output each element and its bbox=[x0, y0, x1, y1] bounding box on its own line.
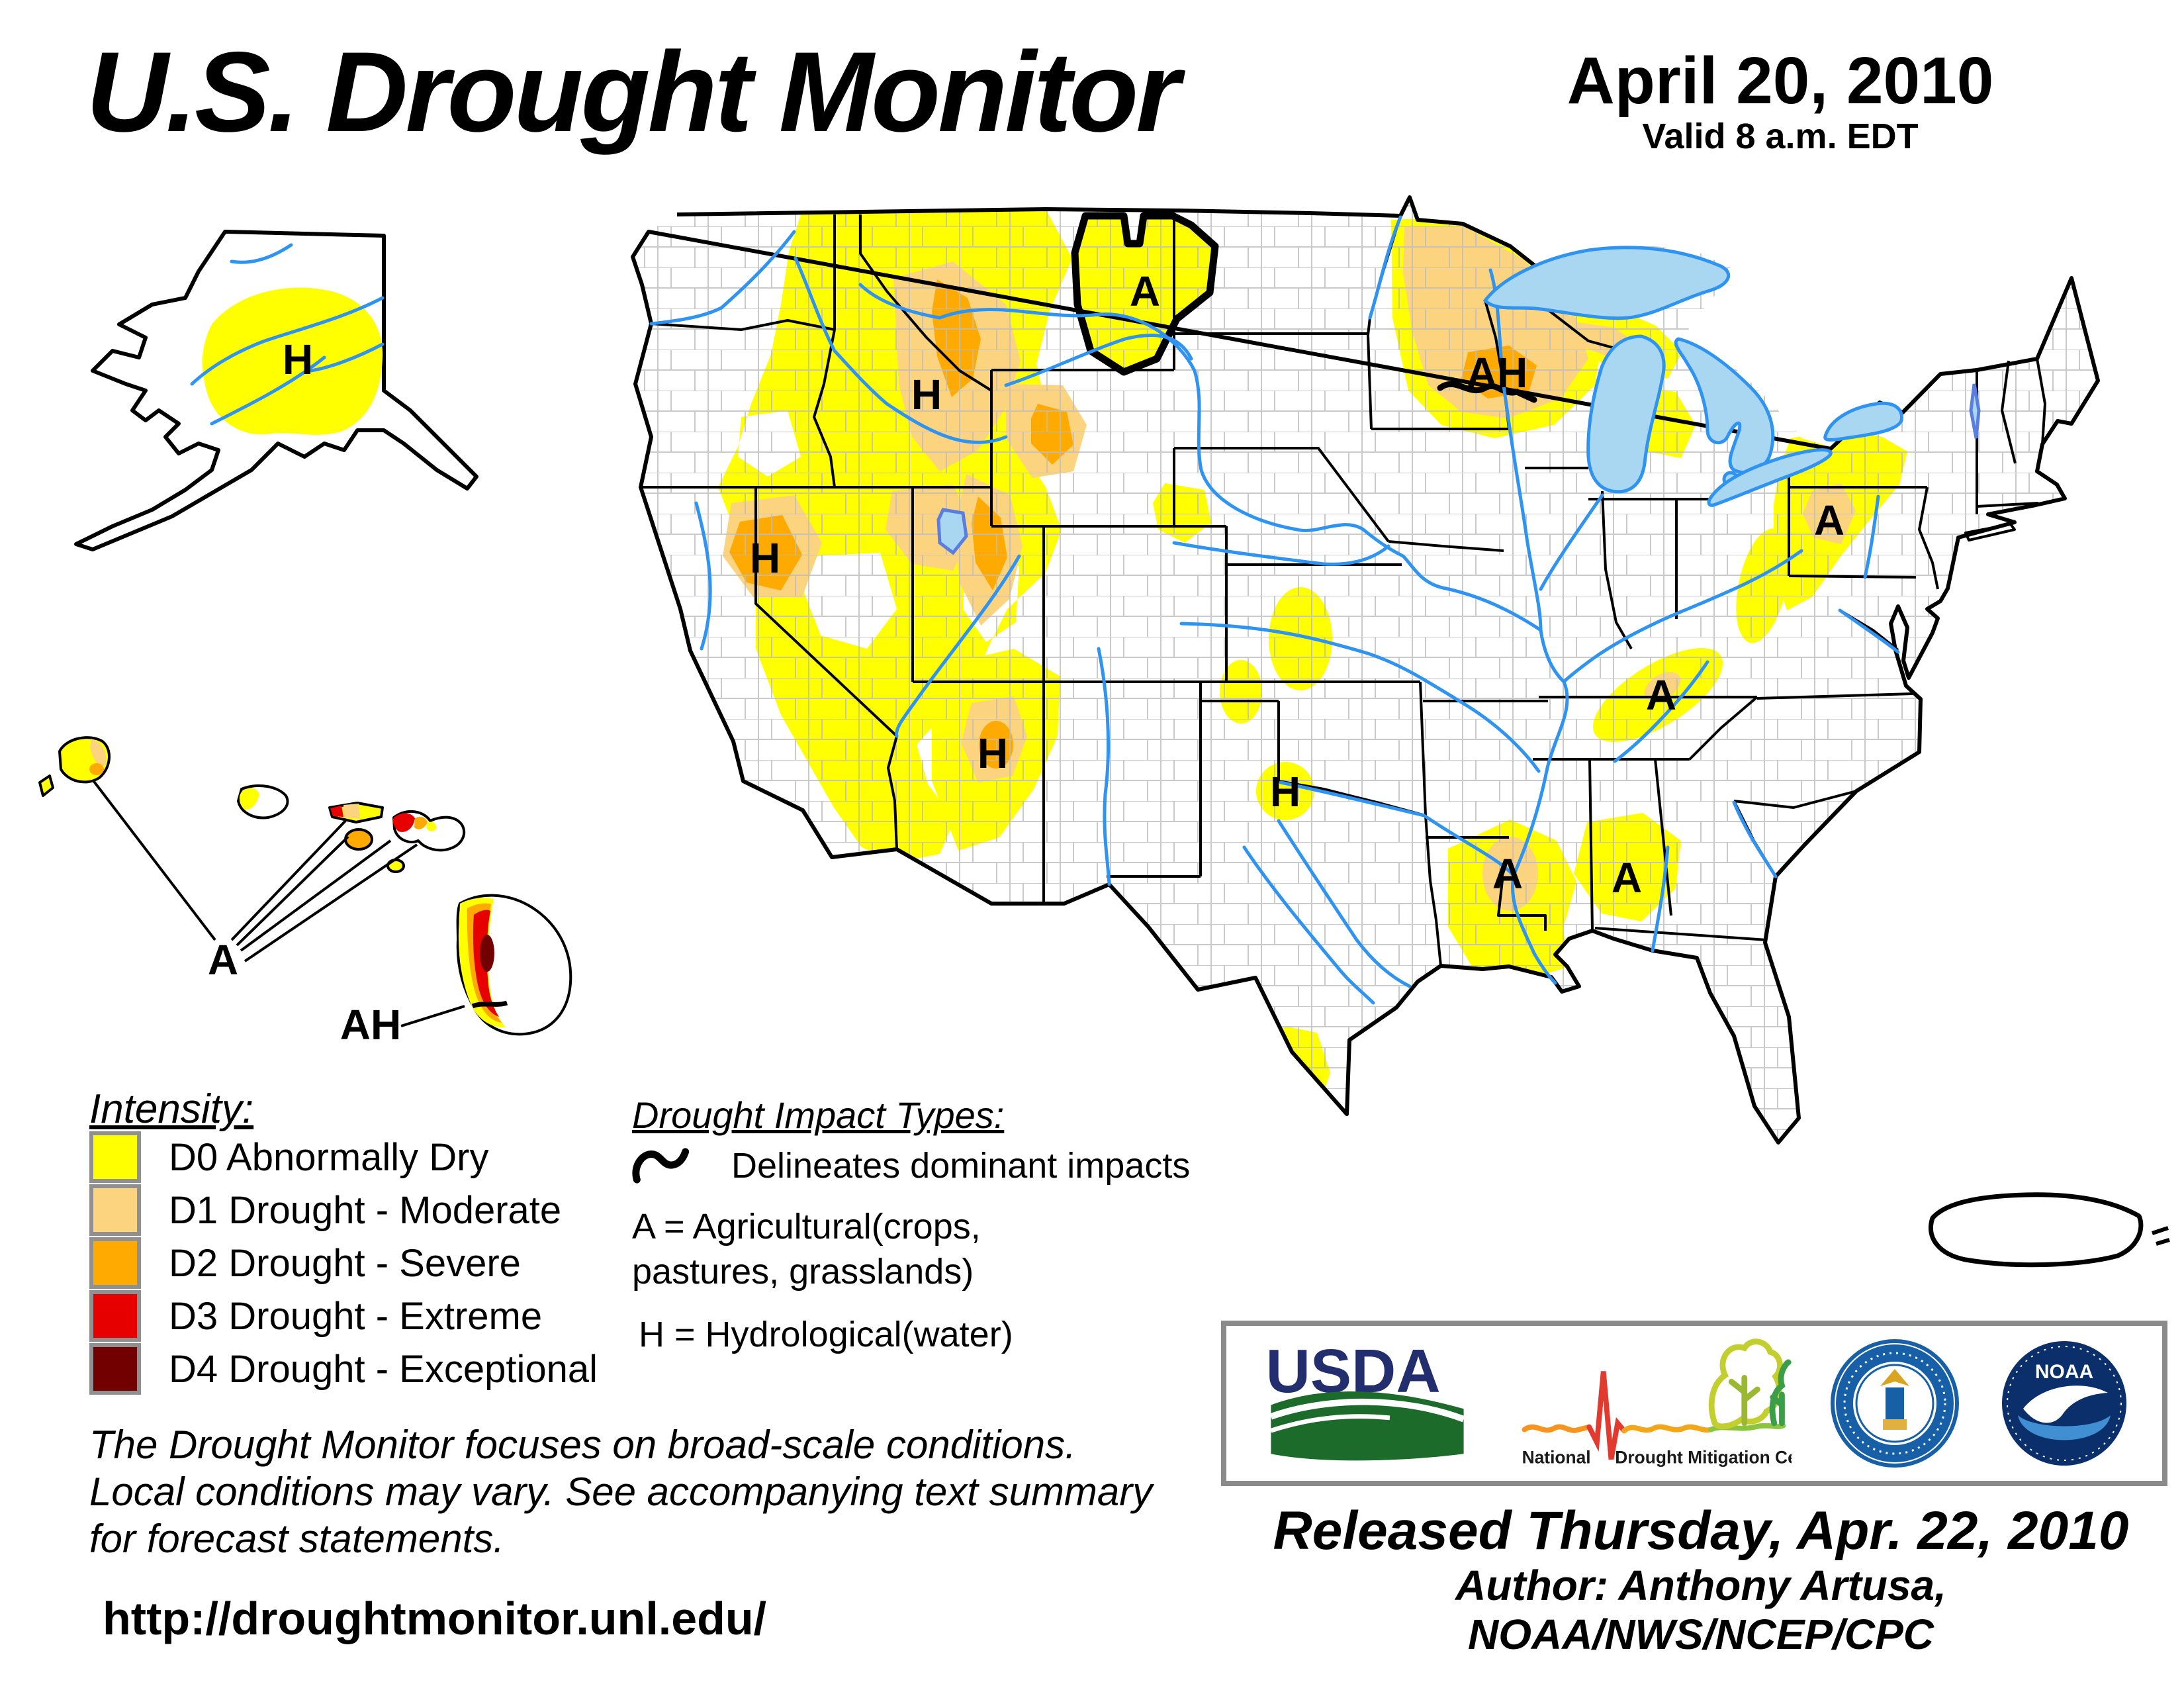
legend-label-d2: D2 Drought - Severe bbox=[169, 1241, 521, 1285]
disclaimer-line3: for forecast statements. bbox=[89, 1516, 504, 1561]
legend-label-d3: D3 Drought - Extreme bbox=[169, 1294, 543, 1338]
island-niihau bbox=[38, 774, 54, 797]
island-oahu-d0 bbox=[239, 788, 259, 810]
legend-row-d0: D0 Abnormally Dry bbox=[89, 1131, 598, 1183]
legend-row-d2: D2 Drought - Severe bbox=[89, 1237, 598, 1289]
conus-map: H H A AH A A H H A A bbox=[631, 195, 2100, 1145]
impact-types-heading: Drought Impact Types: bbox=[632, 1094, 1005, 1136]
valid-time: Valid 8 a.m. EDT bbox=[1642, 117, 1919, 156]
delineates-label: Delineates dominant impacts bbox=[731, 1146, 1191, 1186]
alaska-drought-d0 bbox=[202, 287, 383, 435]
lake-ontario bbox=[1823, 401, 1903, 442]
impact-outline-montana-dakota bbox=[1071, 212, 1219, 376]
page-title: U.S. Drought Monitor bbox=[86, 28, 1180, 156]
monitor-url[interactable]: http://droughtmonitor.unl.edu/ bbox=[103, 1593, 767, 1644]
legend-swatch-d1 bbox=[89, 1184, 141, 1236]
lake-huron bbox=[1674, 337, 1775, 475]
disclaimer-line1: The Drought Monitor focuses on broad-sca… bbox=[89, 1423, 1076, 1467]
island-maui-d0 bbox=[426, 821, 437, 831]
island-kauai-d1 bbox=[90, 739, 107, 766]
lake-superior bbox=[1482, 246, 1730, 320]
lake-erie bbox=[1707, 448, 1833, 507]
island-maui-d2 bbox=[414, 817, 428, 829]
doc-seal-logo bbox=[1831, 1339, 1959, 1468]
legend-swatch-d0 bbox=[89, 1131, 141, 1183]
impact-label-kentucky: A bbox=[1646, 671, 1676, 719]
rivers bbox=[649, 215, 1900, 1005]
island-maui-d3 bbox=[392, 813, 415, 832]
alaska-rivers bbox=[190, 243, 385, 426]
island-kauai-d2 bbox=[89, 763, 104, 775]
legend-swatch-d2 bbox=[89, 1237, 141, 1289]
legend-heading: Intensity: bbox=[89, 1086, 254, 1132]
impact-label-hawaii-a: A bbox=[208, 936, 238, 984]
legend-swatch-d3 bbox=[89, 1290, 141, 1342]
impact-label-louisiana: A bbox=[1492, 850, 1523, 898]
legend-row-d4: D4 Drought - Exceptional bbox=[89, 1343, 598, 1395]
ndmc-logo: National Drought Mitigation Center bbox=[1522, 1338, 1792, 1467]
impact-label-texas: H bbox=[1270, 768, 1300, 816]
delineates-row: Delineates dominant impacts bbox=[632, 1144, 1190, 1188]
puerto-rico-islets bbox=[2152, 1226, 2170, 1246]
legend-swatch-d4 bbox=[89, 1343, 141, 1395]
agency-logos-box: USDA National Drought Mitigation Center … bbox=[1221, 1321, 2167, 1486]
impact-label-minnesota: AH bbox=[1467, 349, 1527, 397]
noaa-logo-text: NOAA bbox=[2035, 1361, 2093, 1383]
legend-row-d3: D3 Drought - Extreme bbox=[89, 1290, 598, 1342]
puerto-rico-inset bbox=[1928, 1192, 2170, 1268]
great-lakes bbox=[936, 246, 1981, 555]
island-molokai-d3 bbox=[330, 806, 343, 817]
impact-label-idaho: H bbox=[911, 371, 942, 418]
legend-label-d4: D4 Drought - Exceptional bbox=[169, 1347, 598, 1391]
released-date: Released Thursday, Apr. 22, 2010 bbox=[1273, 1501, 2129, 1561]
impact-label-hawaii-ah: AH bbox=[340, 1001, 401, 1049]
author-line: Author: Anthony Artusa, NOAA/NWS/NCEP/CP… bbox=[1455, 1562, 1946, 1659]
release-info: Released Thursday, Apr. 22, 2010 Author:… bbox=[1231, 1501, 2171, 1659]
disclaimer-line2: Local conditions may vary. See accompany… bbox=[89, 1469, 1153, 1514]
great-salt-lake bbox=[936, 508, 968, 555]
alaska-inset: H bbox=[74, 230, 478, 551]
usda-logo: USDA bbox=[1266, 1336, 1465, 1460]
hawaii-inset: A AH bbox=[38, 736, 572, 1049]
impact-label-arizona: H bbox=[978, 729, 1008, 777]
impact-label-pennsylvania: A bbox=[1814, 496, 1844, 544]
impact-label-alabama: A bbox=[1612, 854, 1642, 902]
legend-row-d1: D1 Drought - Moderate bbox=[89, 1184, 598, 1236]
hawaii-leader-lines bbox=[91, 778, 465, 1027]
puerto-rico-outline bbox=[1928, 1192, 2144, 1268]
legend-label-d0: D0 Abnormally Dry bbox=[169, 1135, 489, 1179]
lake-champlain bbox=[1969, 383, 1981, 439]
disclaimer-text: The Drought Monitor focuses on broad-sca… bbox=[89, 1422, 1152, 1562]
ndmc-text-rest: Drought Mitigation Center bbox=[1615, 1447, 1792, 1467]
legend-label-d1: D1 Drought - Moderate bbox=[169, 1188, 562, 1232]
ndmc-text-national: National bbox=[1522, 1447, 1591, 1467]
impact-label-alaska: H bbox=[283, 336, 313, 383]
island-molokai-d1 bbox=[343, 804, 360, 819]
impact-label-nevada: H bbox=[750, 534, 780, 582]
hydrological-definition: H = Hydrological(water) bbox=[639, 1315, 1013, 1354]
conus-outline bbox=[631, 195, 2100, 1145]
map-date-block: April 20, 2010 Valid 8 a.m. EDT bbox=[1562, 46, 1999, 157]
noaa-logo: NOAA bbox=[2002, 1341, 2126, 1466]
impact-squiggle-minnesota bbox=[1437, 381, 1537, 403]
island-hawaii-squiggle bbox=[471, 1000, 508, 1009]
legend: D0 Abnormally Dry D1 Drought - Moderate … bbox=[89, 1131, 598, 1398]
impact-label-montana-dakota: A bbox=[1130, 267, 1160, 315]
map-date: April 20, 2010 bbox=[1567, 44, 1994, 118]
lake-michigan bbox=[1586, 334, 1666, 494]
squiggle-icon bbox=[632, 1148, 690, 1184]
agricultural-definition: A = Agricultural(crops, pastures, grassl… bbox=[632, 1207, 981, 1291]
conus-impact-labels: H H A AH A A H H A A bbox=[750, 267, 1844, 902]
island-lanai bbox=[344, 828, 373, 851]
island-hawaii-d4 bbox=[480, 935, 494, 972]
